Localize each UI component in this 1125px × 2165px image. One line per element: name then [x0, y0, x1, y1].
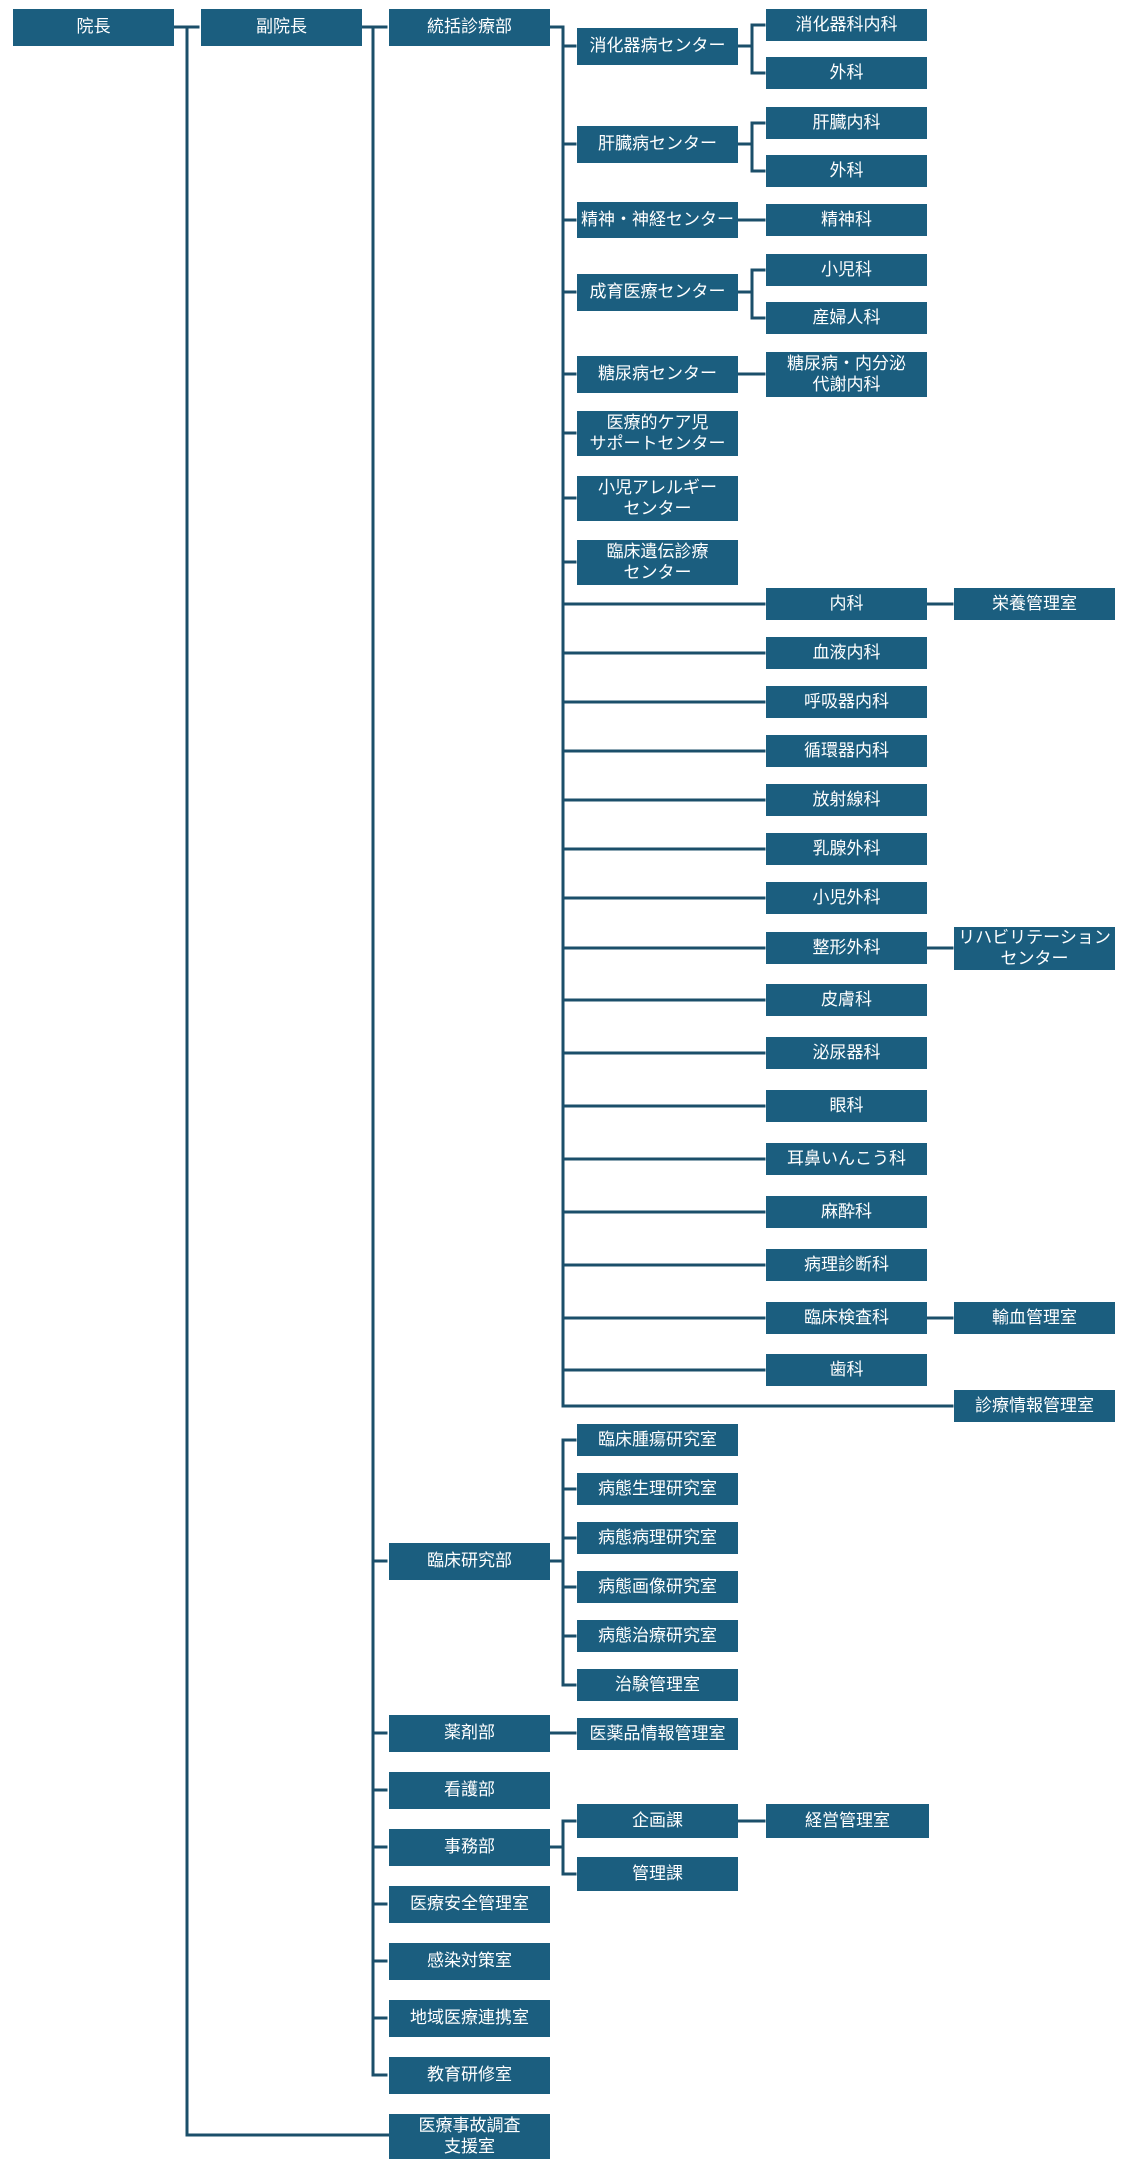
node-pathology: 病理診断科: [766, 1249, 927, 1281]
node-urology: 泌尿器科: [766, 1037, 927, 1069]
node-therapy-lab: 病態治療研究室: [577, 1620, 738, 1652]
node-obgyn: 産婦人科: [766, 302, 927, 334]
node-neuro-center: 精神・神経センター: [577, 202, 738, 238]
node-drug-info: 医薬品情報管理室: [577, 1718, 738, 1750]
node-anesthesia: 麻酔科: [766, 1196, 927, 1228]
node-trial-office: 治験管理室: [577, 1669, 738, 1701]
node-liver-internal: 肝臓内科: [766, 107, 927, 139]
node-diabetes-dept: 糖尿病・内分泌 代謝内科: [766, 352, 927, 397]
node-diabetes-center: 糖尿病センター: [577, 356, 738, 393]
node-education: 教育研修室: [389, 2057, 550, 2094]
node-dentistry: 歯科: [766, 1354, 927, 1386]
node-gastro-surgery: 外科: [766, 57, 927, 89]
node-blood-transfusion: 輸血管理室: [954, 1302, 1115, 1334]
node-medical-dept: 統括診療部: [389, 9, 550, 46]
node-medical-info: 診療情報管理室: [954, 1390, 1115, 1422]
node-management-office: 経営管理室: [766, 1804, 929, 1838]
node-rehab: リハビリテーション センター: [954, 927, 1115, 970]
node-clinical-lab: 臨床検査科: [766, 1302, 927, 1334]
node-hematology: 血液内科: [766, 637, 927, 669]
node-pediatric-surgery: 小児外科: [766, 882, 927, 914]
node-growth-center: 成育医療センター: [577, 274, 738, 311]
node-allergy-center: 小児アレルギー センター: [577, 476, 738, 521]
node-ent: 耳鼻いんこう科: [766, 1143, 927, 1175]
node-safety: 医療安全管理室: [389, 1886, 550, 1923]
node-nutrition: 栄養管理室: [954, 588, 1115, 620]
node-community: 地域医療連携室: [389, 2000, 550, 2037]
node-dermatology: 皮膚科: [766, 984, 927, 1016]
node-radiology: 放射線科: [766, 784, 927, 816]
node-planning: 企画課: [577, 1804, 738, 1838]
node-gastro-center: 消化器病センター: [577, 28, 738, 65]
node-gastro-internal: 消化器科内科: [766, 9, 927, 41]
node-cardiology: 循環器内科: [766, 735, 927, 767]
node-administration: 管理課: [577, 1857, 738, 1891]
node-internal: 内科: [766, 588, 927, 620]
node-genetics-center: 臨床遺伝診療 センター: [577, 540, 738, 585]
node-research-dept: 臨床研究部: [389, 1543, 550, 1580]
node-nursing: 看護部: [389, 1772, 550, 1809]
node-medcare-center: 医療的ケア児 サポートセンター: [577, 411, 738, 456]
node-ophthalmology: 眼科: [766, 1090, 927, 1122]
node-breast-surgery: 乳腺外科: [766, 833, 927, 865]
node-pediatrics: 小児科: [766, 254, 927, 286]
node-accident-investigation: 医療事故調査 支援室: [389, 2114, 550, 2159]
node-respiratory: 呼吸器内科: [766, 686, 927, 718]
node-director: 院長: [13, 9, 174, 46]
node-liver-surgery: 外科: [766, 155, 927, 187]
node-pathology-lab: 病態病理研究室: [577, 1522, 738, 1554]
node-infection: 感染対策室: [389, 1943, 550, 1980]
node-physiology-lab: 病態生理研究室: [577, 1473, 738, 1505]
node-liver-center: 肝臓病センター: [577, 126, 738, 163]
node-orthopedics: 整形外科: [766, 932, 927, 964]
node-psychiatry: 精神科: [766, 204, 927, 236]
node-imaging-lab: 病態画像研究室: [577, 1571, 738, 1603]
node-admin: 事務部: [389, 1829, 550, 1866]
node-pharmacy: 薬剤部: [389, 1715, 550, 1752]
node-tumor-lab: 臨床腫瘍研究室: [577, 1424, 738, 1456]
node-vice-director: 副院長: [201, 9, 362, 46]
